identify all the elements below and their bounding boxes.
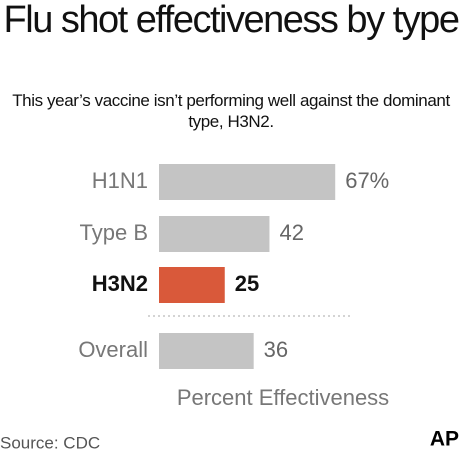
chart-title: Flu shot effectiveness by type bbox=[3, 0, 460, 41]
category-label: Overall bbox=[78, 337, 148, 362]
x-axis-label: Percent Effectiveness bbox=[177, 385, 389, 410]
category-label: H1N1 bbox=[92, 168, 148, 193]
bar bbox=[159, 333, 254, 369]
logo: AP bbox=[430, 428, 459, 451]
bar bbox=[159, 216, 270, 252]
value-label: 36 bbox=[264, 337, 288, 362]
value-label: 25 bbox=[235, 271, 259, 296]
category-label: H3N2 bbox=[92, 271, 148, 296]
category-label: Type B bbox=[80, 220, 148, 245]
source: Source: CDC bbox=[0, 433, 100, 452]
chart-subtitle: This year’s vaccine isn’t performing wel… bbox=[12, 91, 450, 131]
bar bbox=[159, 267, 225, 303]
value-label: 42 bbox=[279, 220, 303, 245]
bar bbox=[159, 164, 336, 200]
value-label: 67% bbox=[345, 168, 389, 193]
